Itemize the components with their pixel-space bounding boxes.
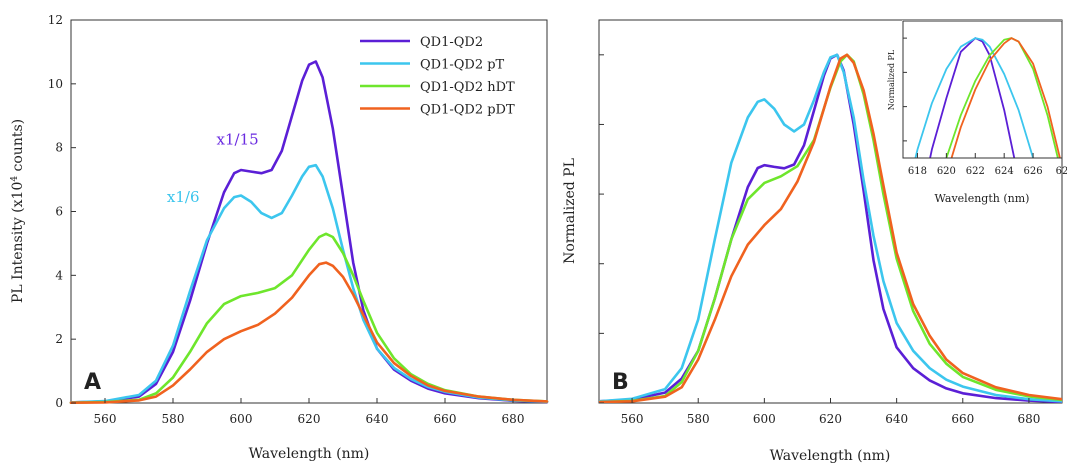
panel-b-x-axis-title: Wavelength (nm) [770,448,891,464]
panel-a-plot-frame [70,19,548,404]
inset-x-tick-label: 620 [937,166,956,177]
inset-x-ticks: 618 620 622 624 626 62 [908,153,1067,177]
inset-lines [914,37,1061,158]
panel-a-y-tick-label: 10 [48,77,63,91]
panel-b-x-tick-label: 680 [1017,412,1040,426]
panel-a-y-tick-label: 6 [55,205,63,219]
panel-a-y-tick-label: 8 [55,141,63,155]
inset-y-ticks [903,37,907,142]
panel-a-annotations: x1/15 x1/6 [167,130,259,205]
panel-a-x-tick-label: 680 [502,412,525,426]
inset-x-tick-label: 618 [908,166,927,177]
panel-a-series-qd1-qd2 [69,60,549,404]
panel-b-series-group [599,53,1062,403]
panel-a-y-ticks: 0 2 4 6 8 10 12 [48,13,76,410]
panel-a-y-tick-label: 4 [55,268,63,282]
panel-b-y-ticks [599,54,604,404]
panel-a-x-ticks: 560 580 600 620 640 660 680 [94,398,525,426]
inset-series-group [914,37,1061,158]
panel-a-letter: A [84,370,101,395]
panel-a-x-tick-label: 620 [298,412,321,426]
panel-b-letter: B [612,370,629,395]
annotation-x1-15: x1/15 [217,130,259,148]
panel-a-y-axis-title-superscript: 4 [10,176,20,182]
inset-series-qd1-qd2 [929,37,1016,158]
annotation-x1-6: x1/6 [167,188,200,206]
inset-x-tick-label: 626 [1024,166,1043,177]
panel-a-x-axis-title: Wavelength (nm) [249,446,370,462]
panel-b-x-tick-label: 660 [951,412,974,426]
inset-y-axis-title: Normalized PL [887,49,896,110]
panel-a-series-qd1-qd2-hdt [69,232,549,404]
legend-label-qd1-qd2-pdt: QD1-QD2 pDT [420,103,515,118]
panel-a-x-tick-label: 580 [162,412,185,426]
inset-frame [902,20,1063,159]
legend-label-qd1-qd2-hdt: QD1-QD2 hDT [420,80,515,95]
inset-background [902,20,1062,158]
inset-x-axis-title: Wavelength (nm) [935,192,1030,205]
panel-a-x-tick-label: 600 [230,412,253,426]
inset-x-tick-label: 624 [995,166,1014,177]
panel-b-chart: 560 580 600 620 640 660 680 Wavelength (nm) No… [562,19,1067,464]
panel-b-x-ticks: 560 580 600 620 640 660 680 [621,398,1040,426]
panel-b-x-tick-label: 580 [687,412,710,426]
panel-a-series-qd1-qd2-pdt [69,261,549,404]
panel-b-inset: 618 620 622 624 626 62 Wavelength (nm) Normal… [887,20,1067,205]
panel-b-y-axis-title: Normalized PL [562,158,578,264]
panel-a-chart: 560 580 600 620 640 660 680 0 2 4 6 8 10 12 Waveleng… [10,13,549,462]
panel-b-series-qd1-qd2-pt [599,53,1062,403]
panel-a-legend: QD1-QD2 QD1-QD2 pT QD1-QD2 hDT QD1-QD2 pDT [360,35,515,118]
inset-x-tick-label: 622 [966,166,985,177]
panel-a-x-tick-label: 560 [94,412,117,426]
legend-label-qd1-qd2: QD1-QD2 [420,35,483,50]
panel-a-series-qd1-qd2-pt [69,163,549,404]
panel-a-x-tick-label: 640 [366,412,389,426]
panel-b-x-tick-label: 600 [753,412,776,426]
legend-label-qd1-qd2-pt: QD1-QD2 pT [420,58,505,73]
panel-a-y-tick-label: 2 [55,332,63,346]
inset-series-qd1-qd2-hdt [945,37,1059,158]
panel-a-x-tick-label: 660 [434,412,457,426]
panel-b-x-tick-label: 640 [885,412,908,426]
panel-b-x-tick-label: 560 [621,412,644,426]
panel-a-series-group [69,60,549,404]
panel-a-y-tick-label: 12 [48,13,63,27]
panel-a-y-tick-label: 0 [55,396,63,410]
inset-series-qd1-qd2-pt [914,37,1034,158]
panel-b-lines [599,53,1062,403]
panel-b-series-qd1-qd2-pdt [599,53,1062,403]
panel-a-y-axis-title: PL Intensity (x104 counts) [10,119,26,303]
inset-series-qd1-qd2-pdt [950,37,1061,158]
inset-x-tick-label: 62 [1056,166,1067,177]
panel-b-x-tick-label: 620 [819,412,842,426]
panel-a-y-axis-title-tail: counts) [10,119,26,176]
